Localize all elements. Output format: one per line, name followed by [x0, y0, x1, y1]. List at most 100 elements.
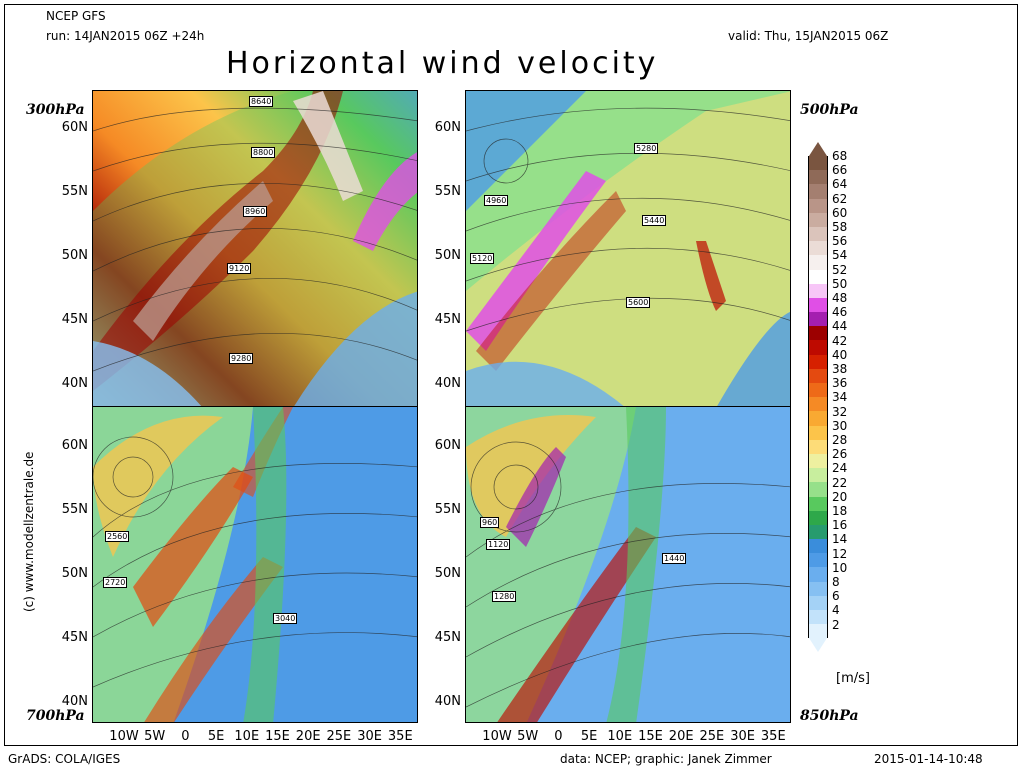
page-title: Horizontal wind velocity: [226, 46, 659, 81]
lat-label: 40N: [434, 376, 461, 391]
contour-label: 9280: [229, 353, 254, 364]
lat-label: 55N: [434, 502, 461, 517]
colorbar-swatch: [808, 340, 828, 355]
colorbar-swatch: [808, 156, 828, 171]
lat-label: 40N: [434, 694, 461, 709]
level-label-300: 300hPa: [26, 102, 85, 118]
colorbar-swatch: [808, 439, 828, 454]
lon-label: 0: [181, 729, 190, 744]
lon-label: 5W: [517, 729, 539, 744]
colorbar-label: 14: [832, 532, 848, 547]
colorbar-swatch: [808, 269, 828, 284]
lon-label: 10E: [234, 729, 260, 744]
colorbar-label: 34: [832, 390, 848, 405]
lat-label: 60N: [434, 438, 461, 453]
colorbar-swatch: [808, 368, 828, 383]
side-credit: (c) www.modellzentrale.de: [22, 451, 36, 612]
colorbar-swatch: [808, 198, 828, 213]
colorbar-label: 64: [832, 177, 848, 192]
colorbar-label: 56: [832, 234, 848, 249]
run-time: run: 14JAN2015 06Z +24h: [46, 29, 205, 43]
colorbar-label: 2: [832, 617, 840, 632]
colorbar-label: 44: [832, 319, 848, 334]
valid-time: valid: Thu, 15JAN2015 06Z: [728, 29, 889, 43]
level-label-500: 500hPa: [800, 102, 859, 118]
plot-frame: [4, 4, 1018, 746]
colorbar-swatch: [808, 283, 828, 298]
lat-label: 40N: [61, 376, 88, 391]
colorbar-swatch: [808, 567, 828, 582]
footer-center: data: NCEP; graphic: Janek Zimmer: [560, 752, 772, 766]
level-label-700: 700hPa: [26, 708, 85, 724]
colorbar-label: 62: [832, 191, 848, 206]
colorbar-swatch: [808, 482, 828, 497]
colorbar-bottom-arrow: [809, 638, 827, 653]
wind-field-500hpa: [466, 91, 790, 406]
lat-label: 45N: [434, 312, 461, 327]
colorbar-label: 12: [832, 546, 848, 561]
lon-label: 35E: [760, 729, 786, 744]
colorbar-label: 54: [832, 248, 848, 263]
colorbar-swatch: [808, 510, 828, 525]
colorbar-top-arrow: [809, 142, 827, 156]
lon-label: 10W: [109, 729, 139, 744]
lat-label: 50N: [434, 248, 461, 263]
lon-label: 30E: [357, 729, 382, 744]
colorbar-swatch: [808, 226, 828, 242]
lat-label: 50N: [61, 248, 88, 263]
lat-label: 55N: [61, 184, 88, 199]
lat-label: 60N: [61, 438, 88, 453]
lat-label: 40N: [61, 694, 88, 709]
colorbar-swatch: [808, 397, 828, 412]
wind-field-300hpa: [93, 91, 417, 406]
contour-label: 8960: [243, 206, 268, 217]
colorbar-swatch: [808, 610, 828, 625]
colorbar-swatch: [808, 524, 828, 540]
lon-label: 10E: [607, 729, 633, 744]
colorbar-label: 68: [832, 149, 848, 163]
lon-label: 15E: [265, 729, 290, 744]
contour-label: 8800: [251, 147, 276, 158]
lon-label: 25E: [699, 729, 725, 744]
colorbar-label: 58: [832, 220, 848, 234]
colorbar-swatch: [808, 212, 828, 227]
lon-label: 25E: [326, 729, 352, 744]
contour-label: 960: [480, 517, 500, 528]
colorbar-swatch: [808, 425, 828, 440]
colorbar-label: 40: [832, 347, 848, 362]
contour-label: 1440: [662, 553, 687, 564]
contour-label: 5440: [642, 215, 667, 226]
map-panel-300hpa: 8640 8800 8960 9120 9280: [92, 90, 418, 407]
colorbar-label: 32: [832, 404, 848, 419]
colorbar-swatch: [808, 581, 828, 596]
lat-label: 45N: [61, 312, 88, 327]
colorbar-label: 20: [832, 489, 848, 504]
colorbar-swatch: [808, 411, 828, 426]
colorbar-swatch: [808, 553, 828, 568]
footer-right: 2015-01-14-10:48: [874, 752, 983, 766]
contour-label: 5600: [626, 297, 651, 308]
lat-label: 45N: [61, 630, 88, 645]
colorbar-swatch: [808, 624, 828, 639]
colorbar: [808, 142, 828, 653]
contour-label: 1120: [486, 539, 511, 550]
colorbar-label: 46: [832, 305, 848, 320]
colorbar-label: 22: [832, 475, 848, 490]
colorbar-label: 28: [832, 433, 848, 447]
lon-label: 5E: [207, 729, 225, 744]
colorbar-label: 30: [832, 418, 848, 433]
lon-label: 0: [554, 729, 563, 744]
colorbar-swatch: [808, 184, 828, 199]
colorbar-label: 24: [832, 461, 848, 476]
contour-label: 8640: [249, 96, 274, 107]
wind-field-700hpa: [93, 407, 417, 722]
colorbar-label: 26: [832, 447, 848, 462]
lat-label: 50N: [434, 566, 461, 581]
lat-label: 55N: [434, 184, 461, 199]
lon-label: 5E: [580, 729, 598, 744]
colorbar-unit: [m/s]: [836, 671, 870, 686]
contour-label: 5120: [470, 253, 495, 264]
colorbar-label: 50: [832, 276, 848, 291]
colorbar-swatch: [808, 595, 828, 610]
lon-label: 35E: [387, 729, 413, 744]
